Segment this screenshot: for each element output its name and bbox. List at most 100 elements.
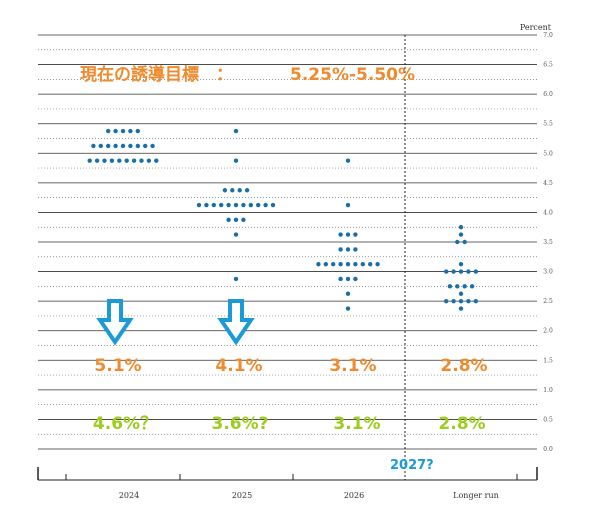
x-tick-label: 2024: [119, 491, 139, 500]
dot: [345, 247, 351, 252]
dot: [466, 269, 471, 274]
median-label: 2.8%: [440, 356, 487, 376]
dot: [248, 202, 253, 208]
dot: [120, 128, 126, 134]
down-arrow-icon: [96, 299, 134, 346]
x-axis: [37, 467, 538, 481]
dot: [87, 158, 92, 163]
dot: [196, 202, 202, 208]
y-tick-label: 3.0: [543, 269, 553, 276]
dot: [458, 291, 464, 296]
revised-label: 2.8%: [438, 414, 485, 434]
dot: [345, 306, 351, 311]
dot: [154, 158, 159, 163]
y-tick-label: 6.0: [543, 91, 553, 98]
dot: [204, 202, 209, 208]
revised-label: 3.6%?: [211, 414, 268, 434]
dot: [458, 298, 464, 304]
dot: [345, 276, 351, 282]
dot: [150, 143, 155, 149]
dot: [345, 232, 351, 237]
revised-label: 4.6%？: [93, 414, 157, 434]
dot: [143, 143, 148, 149]
y-tick-label: 3.5: [543, 239, 553, 246]
dot: [233, 217, 239, 223]
revised-labels: 4.6%？ 3.6%? 3.1% 2.8%: [93, 414, 486, 434]
dot: [256, 202, 261, 208]
median-label: 3.1%: [329, 356, 376, 376]
dot: [338, 232, 343, 237]
dot: [241, 202, 246, 208]
dot: [222, 188, 228, 193]
dot: [353, 232, 358, 237]
y-tick-label: 2.0: [543, 328, 553, 335]
dot: [124, 158, 129, 163]
dot: [375, 261, 380, 267]
dot: [135, 128, 140, 134]
down-arrow-icon: [217, 299, 255, 346]
dot: [117, 158, 122, 163]
dot: [113, 143, 118, 149]
median-label: 5.1%: [94, 356, 141, 376]
y-tick-label: 0.5: [543, 416, 553, 423]
dot: [466, 298, 471, 304]
dot: [353, 247, 358, 252]
extra-year-label: 2027?: [390, 458, 434, 473]
dot: [462, 284, 467, 289]
dot: [226, 217, 231, 223]
median-labels: 5.1% 4.1% 3.1% 2.8%: [94, 356, 487, 376]
dot: [94, 158, 100, 163]
x-tick-label: 2026: [344, 491, 364, 500]
dot: [230, 188, 235, 193]
dot: [458, 232, 464, 237]
dot: [345, 158, 351, 163]
dot: [109, 158, 115, 163]
dot: [211, 202, 216, 208]
y-tick-label: 5.5: [543, 121, 553, 128]
dot: [353, 276, 358, 282]
dot: [113, 128, 118, 134]
dot: [98, 143, 104, 149]
dot: [338, 276, 343, 282]
dot: [233, 276, 239, 282]
y-tick-label: 4.0: [543, 209, 553, 216]
dot: [139, 158, 144, 163]
y-axis-ticks: 0.0 0.5 1.0 1.5 2.0 2.5 3.0 3.5 4.0 4.5 5.0 5.5 6.0 6…: [543, 32, 553, 453]
dot: [233, 202, 239, 208]
down-arrows: [96, 299, 255, 346]
dot: [360, 261, 365, 267]
y-tick-label: 2.5: [543, 298, 553, 305]
dot: [91, 143, 96, 149]
dot: [473, 269, 478, 274]
dot: [263, 202, 268, 208]
dot: [455, 284, 460, 289]
dot: [444, 298, 449, 304]
dot: [345, 202, 351, 208]
dot: [241, 217, 246, 223]
y-tick-label: 7.0: [543, 32, 553, 39]
dots: [87, 128, 478, 311]
y-tick-label: 5.0: [543, 150, 553, 157]
target-value: 5.25%-5.50%: [290, 65, 415, 85]
dot: [458, 225, 464, 230]
x-tick-label: 2025: [232, 491, 252, 500]
dot: [451, 298, 456, 304]
dot: [226, 202, 231, 208]
dot: [469, 284, 475, 289]
revised-label: 3.1%: [333, 414, 380, 434]
dot: [345, 261, 351, 267]
dot: [233, 128, 239, 134]
dot: [120, 143, 126, 149]
dot: [338, 247, 343, 252]
dot: [106, 128, 111, 134]
dot: [368, 261, 373, 267]
dot: [106, 143, 111, 149]
target-label: 現在の誘導目標 ：: [80, 64, 233, 85]
dot: [451, 269, 456, 274]
dot: [338, 261, 343, 267]
dot: [244, 188, 250, 193]
dot: [233, 158, 239, 163]
x-tick-label: Longer run: [453, 491, 499, 500]
dot: [458, 261, 464, 267]
